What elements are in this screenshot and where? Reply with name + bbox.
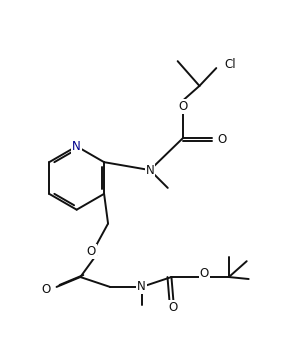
Text: O: O bbox=[200, 267, 209, 280]
Text: O: O bbox=[178, 100, 187, 113]
Text: O: O bbox=[41, 283, 51, 296]
Text: N: N bbox=[137, 281, 146, 293]
Text: O: O bbox=[169, 301, 178, 314]
Text: N: N bbox=[146, 164, 154, 177]
Text: N: N bbox=[72, 140, 81, 153]
Text: Cl: Cl bbox=[224, 57, 236, 71]
Text: O: O bbox=[87, 245, 96, 258]
Text: O: O bbox=[217, 133, 227, 146]
